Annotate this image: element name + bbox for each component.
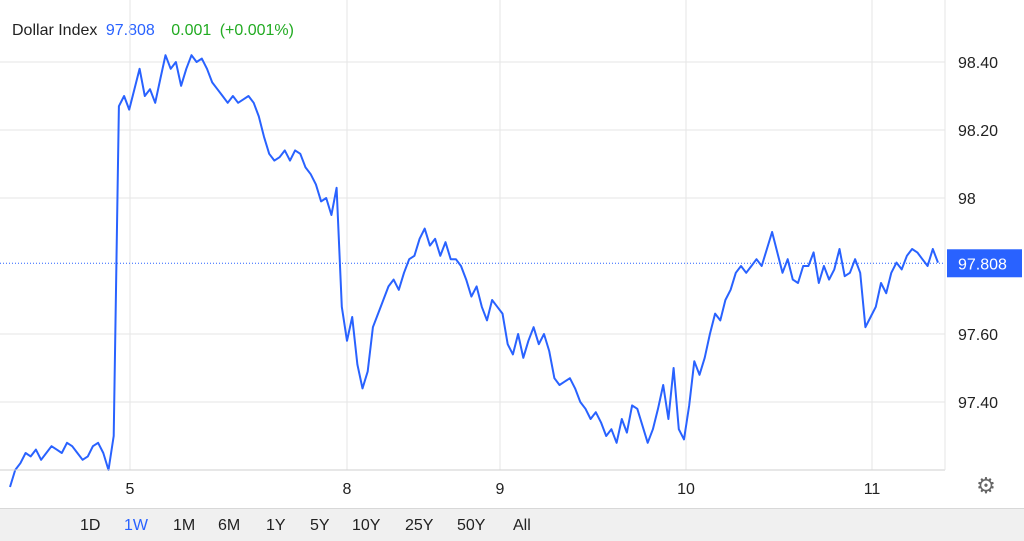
range-button-25y[interactable]: 25Y (405, 517, 434, 534)
range-button-1w[interactable]: 1W (124, 517, 148, 534)
x-tick-label: 11 (864, 481, 881, 498)
range-button-1y[interactable]: 1Y (266, 517, 286, 534)
y-tick-label: 97.60 (958, 327, 998, 344)
range-button-50y[interactable]: 50Y (457, 517, 486, 534)
x-axis: 5 8 9 10 11 (126, 481, 881, 498)
series-line (9, 54, 939, 488)
price-chart[interactable]: 97.40 97.60 98 98.20 98.40 5 8 9 10 11 97.808 (0, 0, 1024, 508)
current-price-badge-bg (947, 249, 1022, 278)
y-tick-label: 98 (958, 191, 976, 208)
price-change-percent: (+0.001%) (219, 22, 294, 39)
gear-icon[interactable]: ⚙ (976, 474, 996, 499)
range-button-1m[interactable]: 1M (173, 517, 196, 534)
range-button-all[interactable]: All (513, 517, 531, 534)
current-price-badge: 97.808 (947, 249, 1022, 278)
x-tick-label: 9 (496, 481, 505, 498)
range-selector: 1D 1W 1M 6M 1Y 5Y 10Y 25Y 50Y All (0, 508, 1024, 541)
range-button-10y[interactable]: 10Y (352, 517, 381, 534)
y-tick-label: 97.40 (958, 395, 998, 412)
y-tick-label: 98.40 (958, 55, 998, 72)
y-tick-label: 98.20 (958, 123, 998, 140)
range-button-5y[interactable]: 5Y (310, 517, 330, 534)
x-tick-label: 8 (343, 481, 352, 498)
chart-legend: Dollar Index 97.808 0.001 (+0.001%) (12, 22, 294, 40)
x-tick-label: 10 (677, 481, 695, 498)
range-button-1d[interactable]: 1D (80, 517, 101, 534)
symbol-name: Dollar Index (12, 22, 98, 39)
range-button-6m[interactable]: 6M (218, 517, 241, 534)
price-change: 0.001 (171, 22, 212, 39)
y-axis: 97.40 97.60 98 98.20 98.40 (958, 55, 998, 412)
current-price-label: 97.808 (958, 256, 1007, 273)
grid-lines (0, 0, 945, 470)
x-tick-label: 5 (126, 481, 135, 498)
